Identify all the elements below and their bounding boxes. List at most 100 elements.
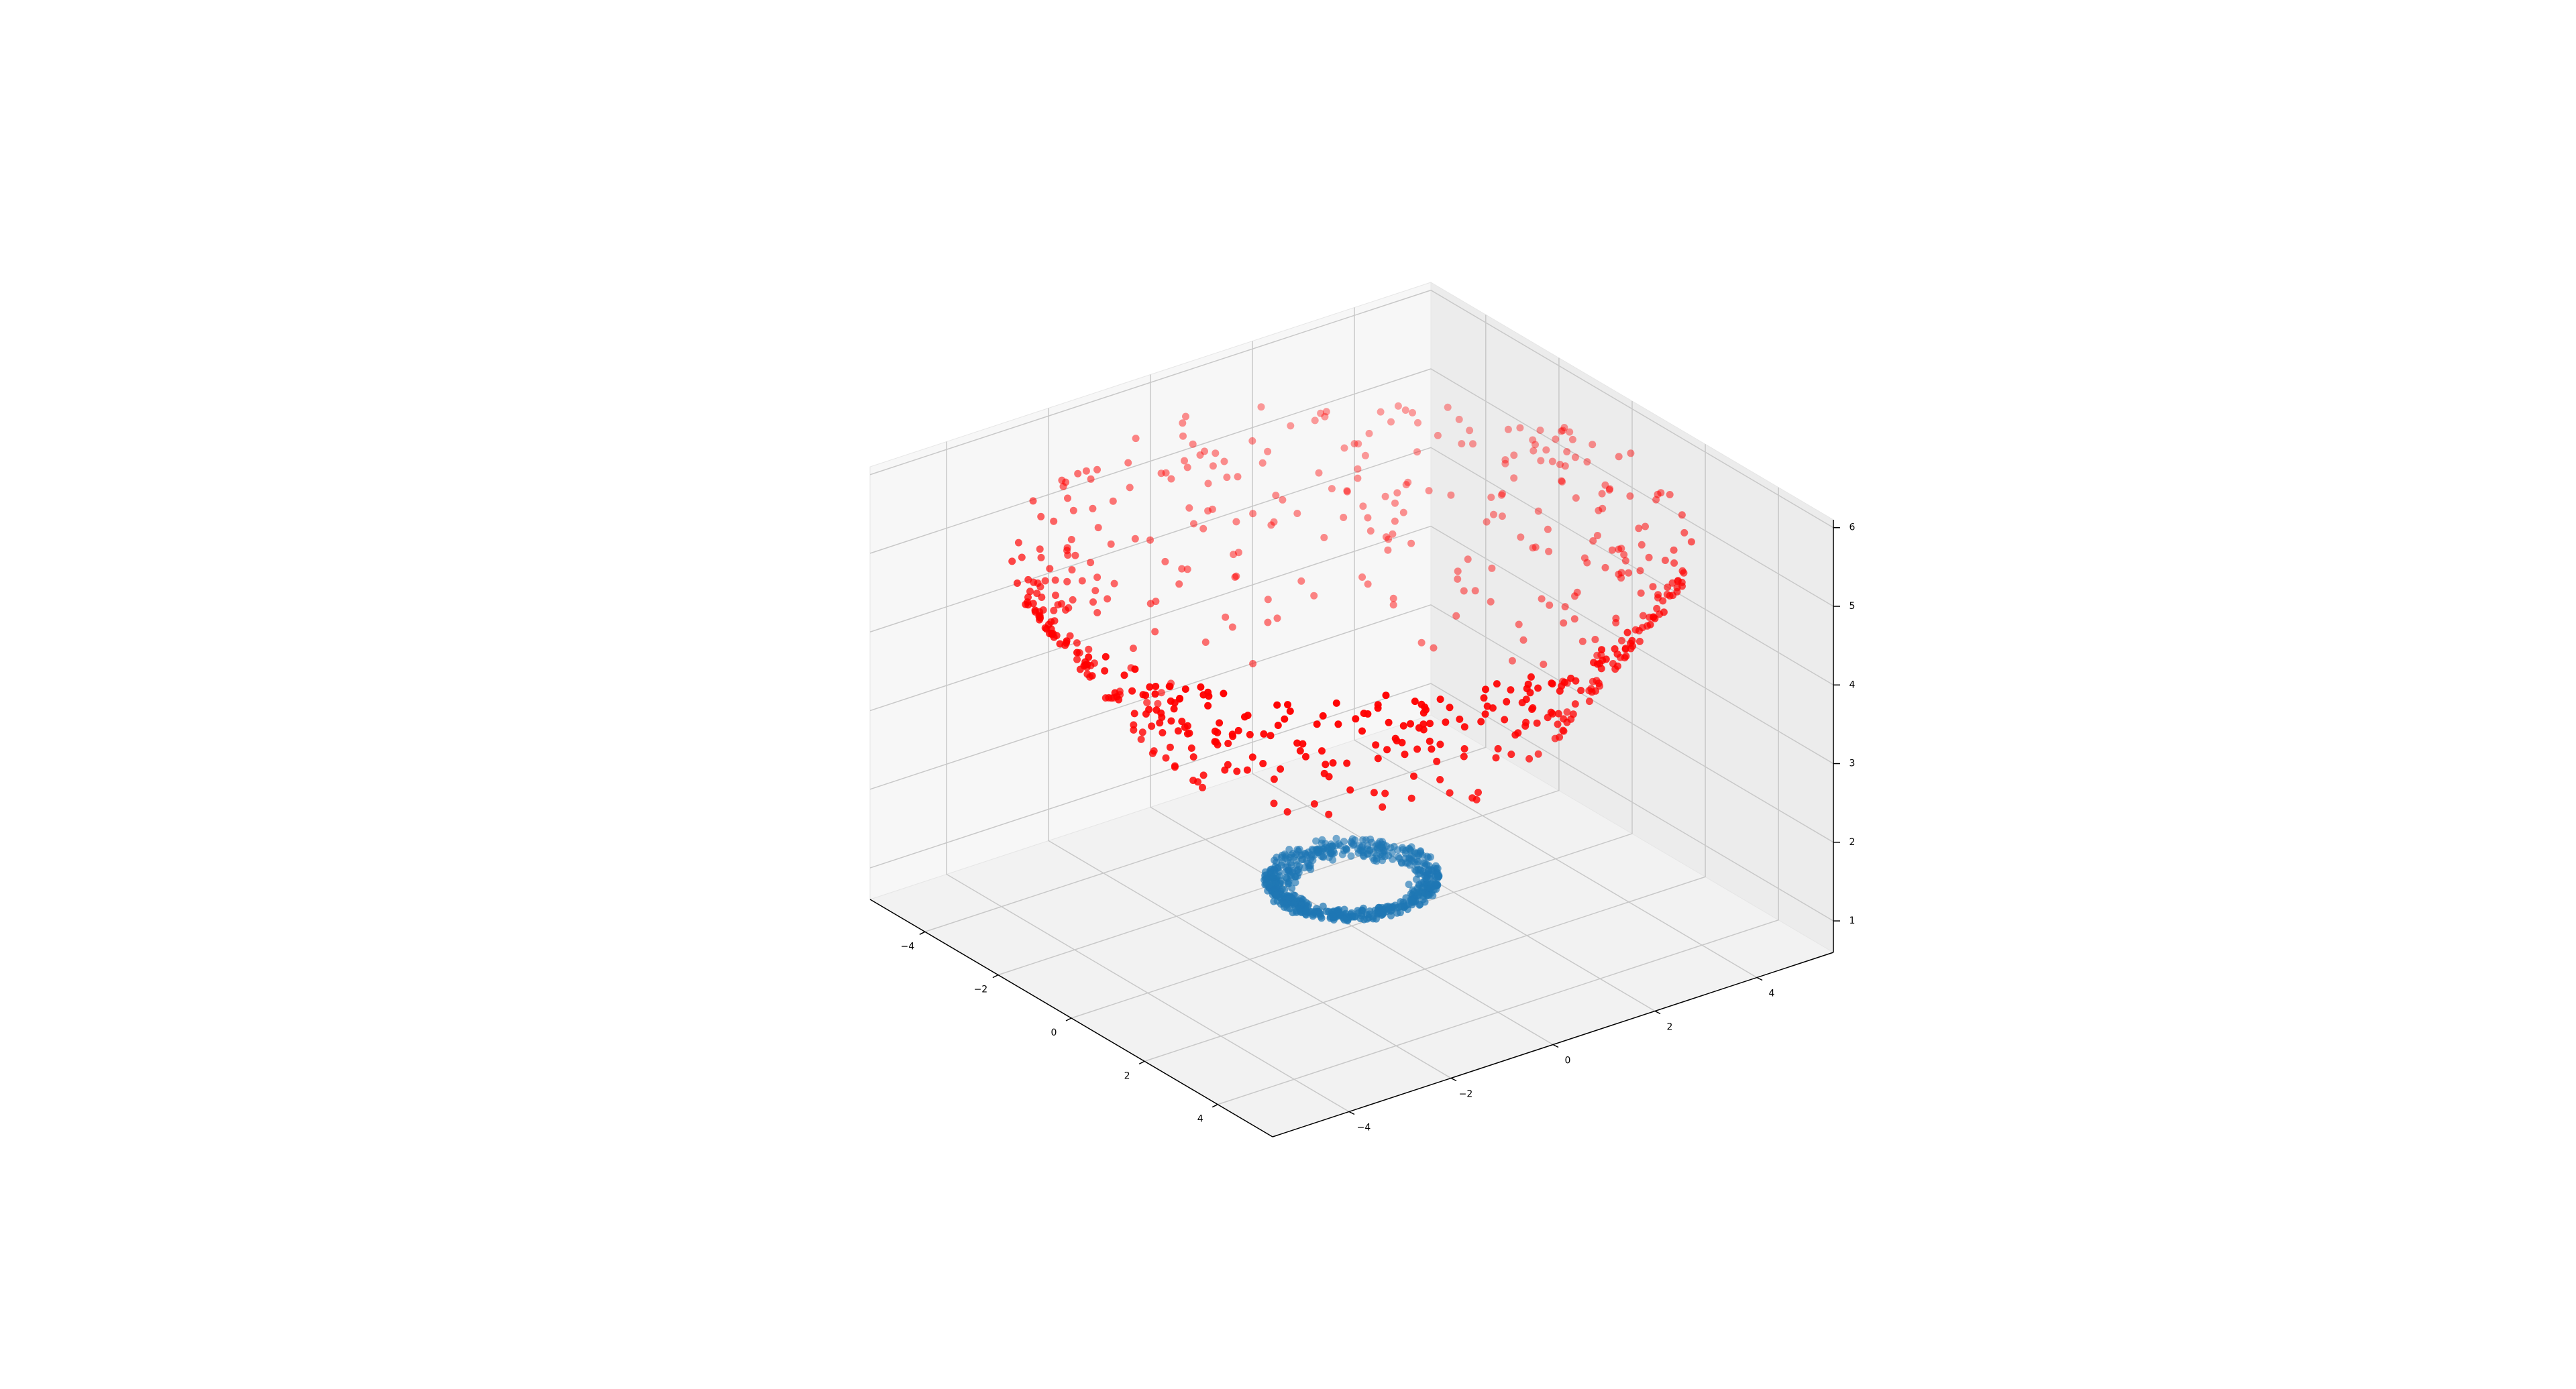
data-point-series-1 — [1469, 440, 1477, 448]
data-point-series-1 — [1182, 412, 1189, 421]
data-point-series-1 — [1514, 729, 1522, 737]
data-point-series-1 — [1402, 481, 1410, 489]
data-point-series-1 — [1174, 727, 1182, 735]
data-point-series-1 — [1189, 440, 1197, 448]
data-point-series-2 — [1415, 901, 1424, 909]
data-point-series-1 — [1241, 713, 1248, 721]
x-tick — [1212, 1104, 1218, 1108]
data-point-series-1 — [1183, 565, 1191, 573]
data-point-series-1 — [1642, 522, 1649, 531]
y-tick-label: 2 — [1667, 1022, 1673, 1033]
data-point-series-1 — [1358, 727, 1366, 735]
data-point-series-1 — [1246, 730, 1254, 738]
data-point-series-1 — [1366, 527, 1375, 535]
data-point-series-2 — [1385, 905, 1393, 913]
data-point-series-1 — [1364, 514, 1372, 522]
data-point-series-1 — [1651, 614, 1659, 622]
data-point-series-1 — [1318, 747, 1326, 755]
data-point-series-1 — [1548, 457, 1556, 465]
data-point-series-1 — [1340, 444, 1348, 452]
data-point-series-1 — [1243, 766, 1251, 774]
x-tick — [919, 931, 926, 935]
data-point-series-2 — [1379, 856, 1387, 865]
data-point-series-1 — [1204, 702, 1212, 710]
data-point-series-1 — [1322, 408, 1330, 416]
data-point-series-1 — [1181, 457, 1188, 465]
data-point-series-1 — [1283, 808, 1291, 816]
data-point-series-1 — [1234, 549, 1242, 557]
data-point-series-1 — [1436, 740, 1444, 748]
data-point-series-1 — [1585, 698, 1593, 706]
data-point-series-2 — [1281, 850, 1289, 858]
data-point-series-1 — [1608, 546, 1616, 554]
data-point-series-1 — [1381, 492, 1389, 500]
data-point-series-1 — [1391, 734, 1399, 742]
data-point-series-1 — [1073, 639, 1081, 647]
data-point-series-1 — [1296, 747, 1304, 755]
data-point-series-1 — [1187, 744, 1195, 752]
data-point-series-1 — [1612, 619, 1620, 626]
data-point-series-1 — [1558, 478, 1566, 486]
data-point-series-1 — [1248, 753, 1256, 761]
data-point-series-1 — [1008, 557, 1016, 565]
data-point-series-1 — [1444, 403, 1452, 411]
data-point-series-1 — [1056, 640, 1064, 648]
data-point-series-1 — [1560, 619, 1568, 627]
data-point-series-1 — [1487, 494, 1495, 501]
data-point-series-1 — [1464, 555, 1472, 563]
data-point-series-2 — [1302, 911, 1310, 919]
x-gridline — [924, 315, 1487, 932]
data-point-series-1 — [1102, 694, 1110, 702]
data-point-series-2 — [1347, 852, 1355, 860]
data-point-series-1 — [1620, 551, 1628, 559]
data-point-series-1 — [1426, 737, 1434, 745]
data-point-series-1 — [1652, 496, 1660, 504]
y-gridline — [1354, 307, 1758, 979]
data-point-series-1 — [1372, 741, 1380, 749]
x-tick-label: −2 — [974, 985, 988, 995]
data-point-series-1 — [1560, 715, 1568, 723]
data-point-series-1 — [1111, 689, 1119, 697]
data-point-series-1 — [1417, 638, 1426, 647]
data-point-series-1 — [1064, 494, 1071, 502]
data-point-series-1 — [1527, 673, 1535, 681]
data-point-series-1 — [1407, 720, 1414, 728]
data-point-series-1 — [1089, 598, 1097, 606]
data-point-series-1 — [1483, 518, 1491, 526]
data-point-series-1 — [1264, 618, 1272, 626]
data-point-series-1 — [1175, 580, 1183, 588]
data-point-series-1 — [1393, 489, 1401, 497]
data-point-series-1 — [1389, 530, 1397, 538]
data-point-series-1 — [1497, 491, 1505, 499]
data-point-series-1 — [1381, 789, 1389, 797]
data-point-series-1 — [1181, 685, 1189, 693]
data-point-series-1 — [1628, 636, 1636, 645]
data-point-series-1 — [1087, 475, 1095, 483]
data-point-series-1 — [1387, 418, 1395, 426]
data-point-series-2 — [1328, 850, 1336, 858]
data-point-series-1 — [1059, 482, 1067, 490]
data-point-series-1 — [1488, 564, 1496, 572]
data-point-series-1 — [1401, 751, 1409, 759]
data-point-series-1 — [1041, 577, 1049, 585]
data-point-series-1 — [1130, 721, 1138, 729]
x-tick — [992, 974, 999, 979]
data-point-series-1 — [1170, 705, 1178, 713]
data-point-series-1 — [1220, 689, 1228, 698]
data-point-series-1 — [1073, 649, 1081, 657]
data-point-series-1 — [1346, 786, 1354, 794]
data-point-series-1 — [1383, 746, 1391, 754]
data-point-series-1 — [1589, 537, 1597, 545]
z-tick-label: 6 — [1849, 522, 1856, 533]
y-tick — [1552, 1044, 1559, 1048]
data-point-series-1 — [1334, 720, 1342, 728]
data-point-series-1 — [1377, 408, 1385, 416]
data-point-series-1 — [1524, 680, 1532, 688]
data-point-series-1 — [1013, 579, 1021, 587]
data-point-series-1 — [1411, 698, 1419, 706]
data-point-series-1 — [1359, 502, 1367, 510]
data-point-series-1 — [1048, 629, 1056, 637]
data-point-series-1 — [1622, 652, 1630, 660]
data-point-series-1 — [1310, 800, 1318, 808]
